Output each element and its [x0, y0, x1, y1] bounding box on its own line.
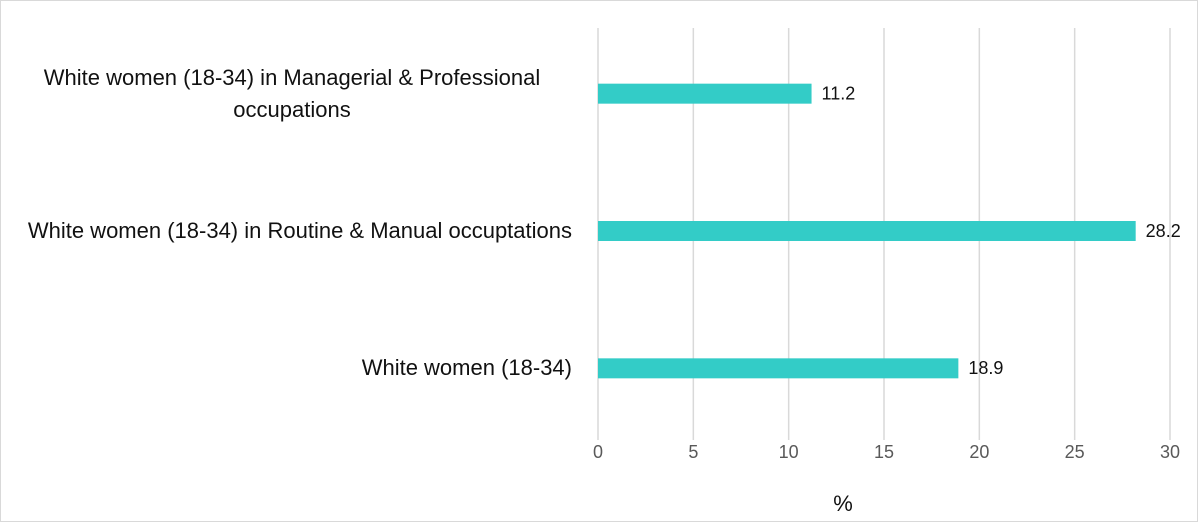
- bar: [598, 358, 959, 379]
- y-tick-label: White women (18-34): [361, 355, 572, 381]
- x-tick-label: 20: [969, 442, 989, 462]
- y-tick-label: White women (18-34) in Routine & Manual …: [27, 218, 572, 243]
- x-tick-label: 5: [688, 442, 698, 462]
- bar: [598, 221, 1136, 241]
- x-tick-label: 10: [779, 442, 799, 462]
- x-tick-label: 15: [874, 442, 894, 462]
- bar: [598, 83, 812, 104]
- x-axis-label: %: [833, 491, 853, 516]
- data-label: 11.2: [822, 83, 856, 103]
- x-tick-label: 0: [593, 442, 603, 462]
- x-tick-label: 30: [1160, 442, 1180, 462]
- category-label-box: White women (18-34) in Managerial & Prof…: [0, 54, 572, 134]
- category-label-box: White women (18-34): [0, 328, 572, 408]
- category-label-box: White women (18-34) in Routine & Manual …: [0, 191, 572, 271]
- data-label: 18.9: [968, 358, 1003, 378]
- data-label: 28.2: [1146, 221, 1181, 241]
- x-tick-label: 25: [1065, 442, 1085, 462]
- y-tick-label: White women (18-34) in Managerial & Prof…: [43, 64, 541, 122]
